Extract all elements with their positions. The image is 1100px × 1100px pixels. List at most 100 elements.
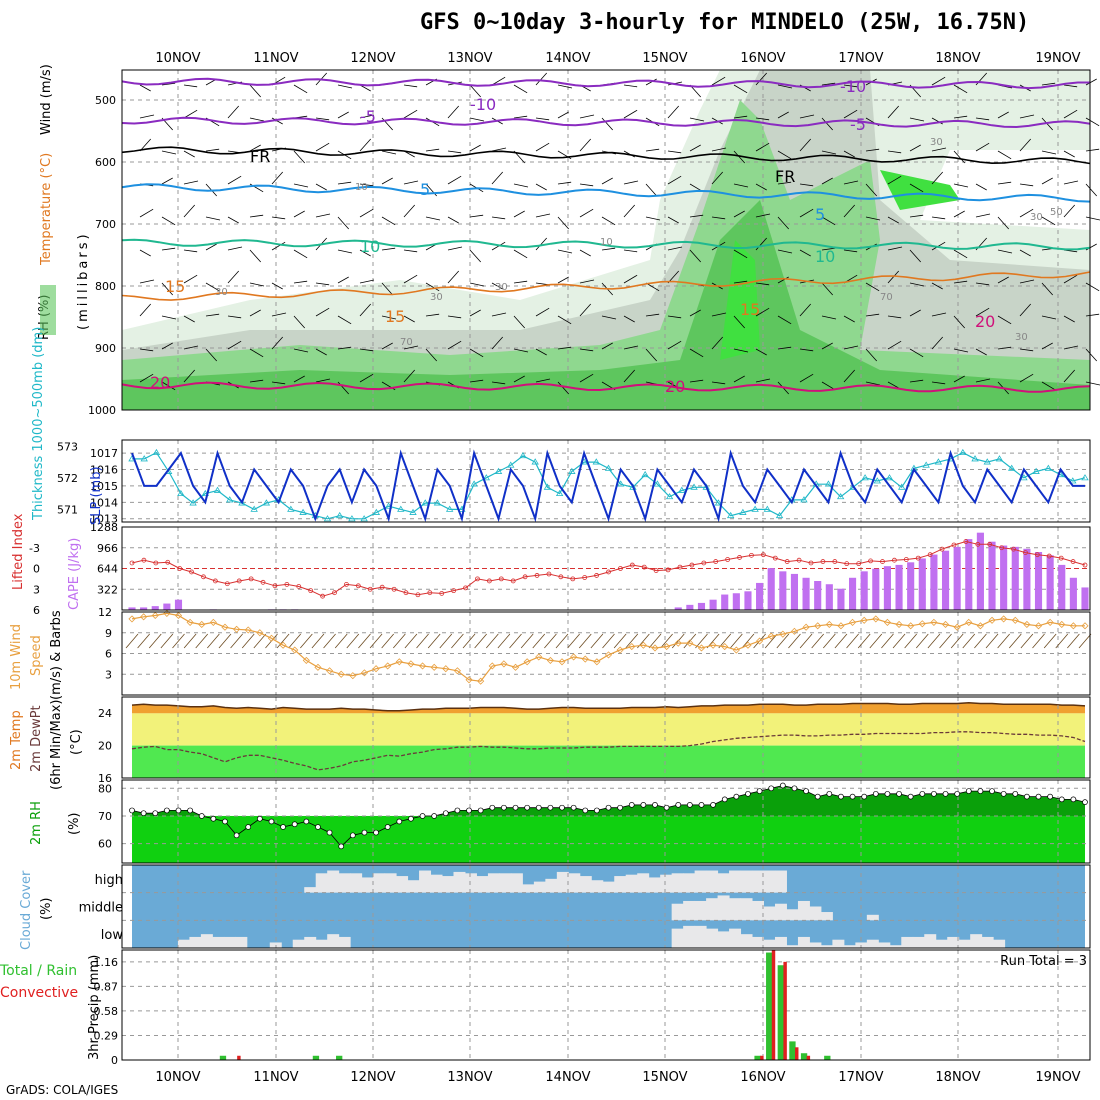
rh-contour-label: 10 [355, 182, 368, 193]
rh2m-point [1082, 799, 1088, 805]
thickness-point [409, 508, 417, 515]
cloud-cell [602, 881, 615, 893]
li-point [558, 574, 564, 580]
wind-barb [953, 150, 966, 164]
wind-barb [293, 348, 309, 353]
cloud-cell [177, 939, 190, 948]
wind-barb-10m [950, 633, 964, 649]
wind-barb [139, 279, 155, 284]
li-point [296, 584, 302, 589]
cloud-cell [464, 873, 477, 893]
wind-barb [579, 303, 592, 317]
li-point [355, 583, 361, 589]
rh2m-point [687, 802, 693, 808]
rain-bar [312, 1055, 320, 1060]
rh2m-point [442, 810, 449, 817]
li-axis-label: Lifted Index [11, 513, 26, 590]
wind-barb [1019, 303, 1032, 317]
cloud-cell [763, 939, 776, 948]
cloud-cell [820, 945, 833, 948]
wind-speed-point [477, 677, 485, 685]
wind-speed-point [604, 651, 613, 659]
cloud-cell [774, 903, 787, 921]
wind-barb [1019, 138, 1032, 152]
thickness-point [299, 508, 307, 515]
thickness-point [959, 448, 967, 456]
wind-barb [601, 315, 617, 320]
cloud-cell [591, 880, 604, 893]
wind-barb [315, 307, 330, 317]
wind-barb [535, 142, 550, 152]
wind-barb [1085, 117, 1100, 127]
wind-barb [227, 105, 240, 119]
li-point [618, 566, 623, 571]
cloud-cell [327, 934, 340, 948]
wind-speed-point [314, 663, 322, 671]
wind-speed-point [418, 662, 427, 670]
cloud-cell [843, 945, 856, 948]
thickness-point [629, 483, 637, 490]
wind-barb [337, 346, 352, 350]
rh2m-point [814, 793, 821, 800]
conv-bar [783, 961, 787, 1060]
precip-label-a: 3hr Precip (mm) [87, 955, 102, 1060]
wind-barb [1019, 249, 1031, 257]
wind-barb [513, 348, 529, 353]
wind-barb-10m [660, 633, 673, 649]
conv-bar [237, 1055, 241, 1060]
rh2m-label-b: (%) [67, 813, 82, 836]
date-label-bottom: 16NOV [740, 1070, 785, 1085]
thickness-point [873, 477, 882, 484]
wind-barb [491, 171, 504, 185]
contour-label: 15 [740, 300, 760, 319]
wind-speed-point [372, 665, 380, 673]
wind-barb-10m [1008, 633, 1022, 649]
panel-frames [121, 69, 1091, 1061]
wind-barb-10m [474, 633, 487, 649]
precip-panel: 0 0.29 0.58 0.87 1.16 Run Total = 3 [94, 950, 1090, 1067]
cape-bar [965, 539, 973, 610]
wind-barb-10m [462, 633, 476, 649]
wind-speed-point [744, 641, 752, 649]
wind-barb-10m [439, 633, 453, 649]
cape-bar [1058, 564, 1066, 610]
temp-label-c: (6hr Min/Max) [49, 700, 64, 790]
wind-barb [183, 150, 195, 158]
cape-bar [1000, 545, 1008, 610]
wind-barb [1063, 150, 1075, 158]
wind-barb [931, 216, 946, 220]
rain-bar [789, 1041, 796, 1060]
slp-thickness-panel: 1013 1014 1015 1016 1017 571 572 573 [57, 440, 1090, 526]
wind-barb [733, 115, 748, 119]
wind-barb-10m [416, 633, 429, 649]
wind-barb [1041, 282, 1054, 296]
cloud-cell [212, 936, 225, 948]
wind-barb-10m [788, 633, 801, 649]
cloud-cell [752, 900, 765, 921]
wind-barb [843, 315, 855, 323]
thickness-point [1007, 464, 1016, 471]
wind-barb [623, 204, 636, 218]
wind-barb [205, 348, 218, 362]
wind-speed-point [1034, 622, 1043, 630]
wind-barb [1019, 373, 1034, 383]
wind-barb [161, 216, 176, 226]
wind-barb [645, 313, 660, 317]
wind-barb [733, 315, 746, 329]
wind-barb [623, 249, 638, 253]
wind-barb-10m [567, 633, 580, 649]
rh-contour-label: 30 [495, 282, 508, 293]
wind-barb [315, 213, 331, 218]
li-point [463, 585, 468, 591]
wind-barb [645, 148, 660, 152]
rh2m-point [326, 829, 333, 836]
wind-barb [799, 138, 812, 152]
rh2m-point [989, 788, 995, 794]
temp-contour [121, 183, 1091, 203]
wind-barb [601, 117, 614, 131]
wind-barb [931, 147, 947, 152]
wind-barb-10m [230, 633, 243, 649]
wind-barb [1019, 183, 1034, 187]
wind-barb [689, 117, 705, 122]
wind-speed-point [721, 643, 729, 651]
